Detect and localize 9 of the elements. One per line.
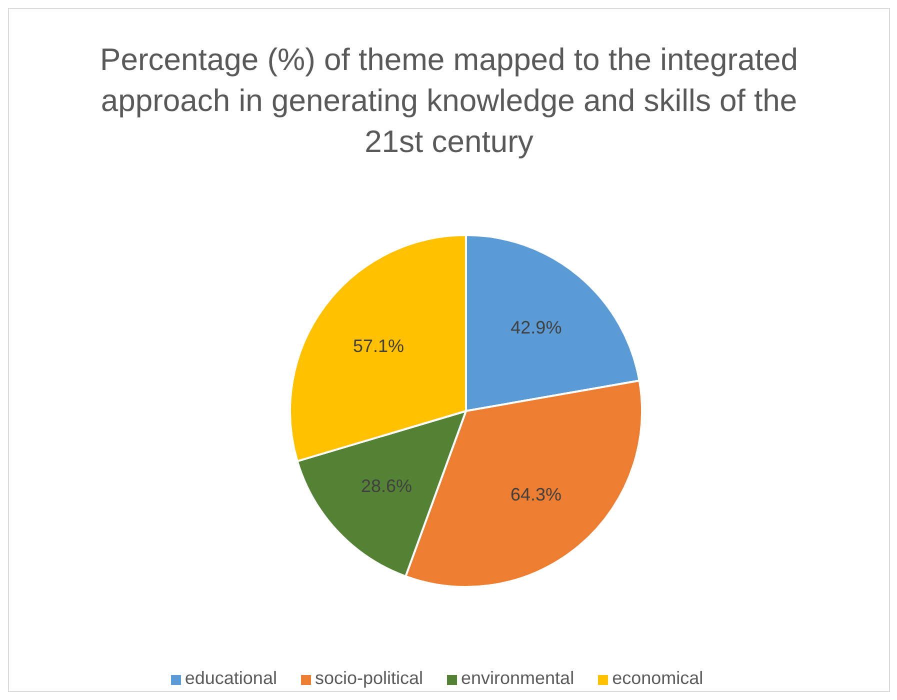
legend-label: economical: [612, 668, 704, 688]
data-label: 28.6%: [360, 476, 412, 496]
data-label: 57.1%: [353, 336, 404, 356]
legend-label: socio-political: [314, 668, 423, 688]
legend-label: environmental: [461, 668, 574, 688]
legend-label: educational: [184, 668, 277, 688]
data-label: 64.3%: [510, 484, 562, 505]
data-label: 42.9%: [510, 317, 562, 338]
chart-title: Percentage (%) of theme mapped to the integrated approach in generating knowledge and skills of the 21st century: [99, 41, 799, 161]
